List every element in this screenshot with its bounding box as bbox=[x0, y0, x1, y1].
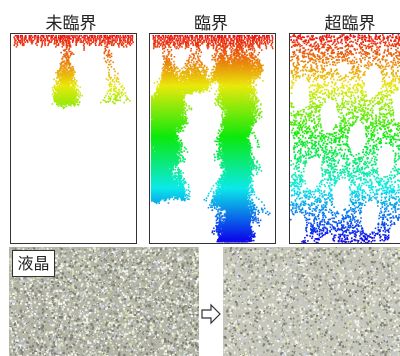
label-subcritical: 未臨界 bbox=[41, 9, 101, 34]
right-arrow-icon bbox=[201, 303, 221, 325]
supercritical-panel bbox=[289, 33, 400, 244]
photo-tag-liquid-crystal: 液晶 bbox=[12, 250, 55, 277]
subcritical-panel bbox=[10, 33, 137, 244]
critical-pattern bbox=[150, 34, 275, 243]
label-supercritical: 超臨界 bbox=[315, 9, 385, 34]
label-critical: 臨界 bbox=[186, 9, 236, 34]
photo-right-texture bbox=[223, 247, 400, 356]
critical-panel bbox=[149, 33, 276, 244]
supercritical-pattern bbox=[290, 34, 400, 243]
subcritical-pattern bbox=[11, 34, 136, 243]
liquid-crystal-photo-right bbox=[223, 247, 400, 356]
